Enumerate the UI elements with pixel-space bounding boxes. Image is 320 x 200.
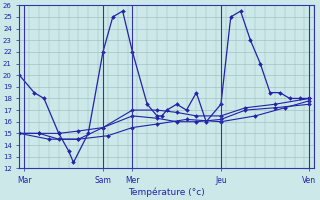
X-axis label: Température (°c): Température (°c) — [128, 188, 205, 197]
